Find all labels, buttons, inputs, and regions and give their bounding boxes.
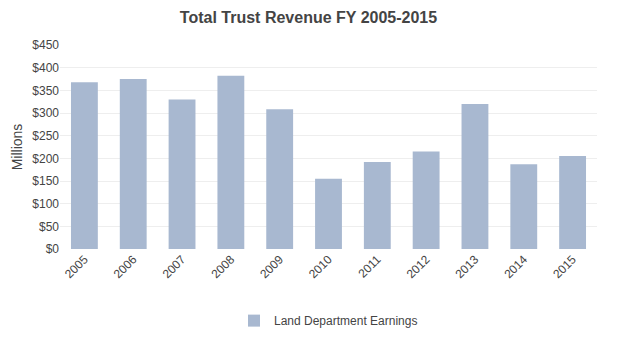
svg-text:2009: 2009 xyxy=(257,252,286,281)
svg-text:2006: 2006 xyxy=(111,252,140,281)
svg-text:2007: 2007 xyxy=(160,252,189,281)
svg-text:$0: $0 xyxy=(46,242,60,256)
svg-text:Land Department Earnings: Land Department Earnings xyxy=(274,314,417,328)
svg-text:2013: 2013 xyxy=(453,252,482,281)
svg-text:$150: $150 xyxy=(32,174,59,188)
svg-text:$450: $450 xyxy=(32,38,59,52)
svg-text:$50: $50 xyxy=(39,220,59,234)
svg-text:2005: 2005 xyxy=(62,252,91,281)
svg-text:2012: 2012 xyxy=(404,252,433,281)
svg-text:$250: $250 xyxy=(32,129,59,143)
svg-text:2011: 2011 xyxy=(356,252,384,280)
svg-text:2015: 2015 xyxy=(550,252,579,281)
svg-text:$350: $350 xyxy=(32,84,59,98)
svg-text:2014: 2014 xyxy=(501,252,530,281)
svg-text:2008: 2008 xyxy=(208,252,237,281)
svg-text:$100: $100 xyxy=(32,197,59,211)
svg-text:Millions: Millions xyxy=(9,124,25,171)
svg-text:$200: $200 xyxy=(32,152,59,166)
svg-text:$400: $400 xyxy=(32,61,59,75)
svg-text:$300: $300 xyxy=(32,106,59,120)
svg-text:Total Trust Revenue FY 2005-20: Total Trust Revenue FY 2005-2015 xyxy=(180,9,437,26)
svg-text:2010: 2010 xyxy=(306,252,335,281)
